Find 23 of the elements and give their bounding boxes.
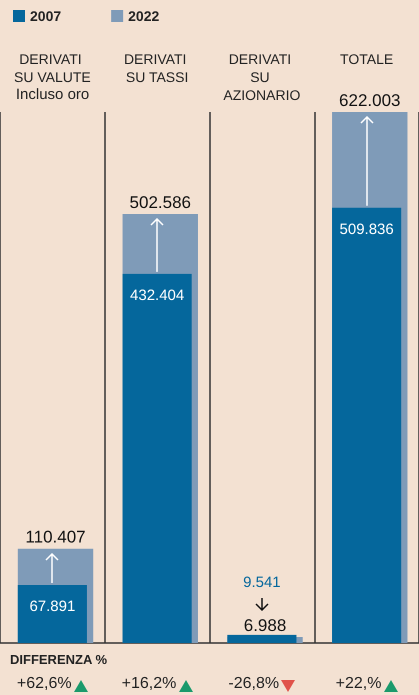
- text: +16,2%: [122, 675, 176, 693]
- data-label: 622.003: [339, 91, 400, 110]
- legend-label: 2007: [30, 8, 62, 24]
- data-label: 67.891: [29, 598, 76, 616]
- text: Incluso oro: [16, 86, 90, 103]
- data-label: 9.541: [243, 574, 281, 591]
- data-label: 509.836: [340, 220, 394, 238]
- legend-label: 2022: [128, 8, 160, 24]
- data-label: 110.407: [25, 528, 86, 547]
- data-label: 432.404: [130, 286, 184, 304]
- text: -26,8%: [228, 675, 280, 693]
- bar: [18, 585, 87, 643]
- x-tick-label: DERIVATI SU VALUTE: [14, 51, 91, 85]
- x-tick-label: TOTALE: [340, 51, 394, 67]
- text: +62,6%: [16, 675, 72, 693]
- bar: [122, 274, 192, 643]
- data-label: 6.988: [244, 616, 286, 636]
- text: +22,%: [336, 675, 382, 693]
- bar: [332, 208, 402, 643]
- data-label: 502.586: [130, 192, 191, 212]
- x-tick-label: DERIVATI SU AZIONARIO: [223, 51, 300, 103]
- x-tick-label: DERIVATI SU TASSI: [124, 51, 190, 85]
- text: DIFFERENZA %: [10, 652, 108, 667]
